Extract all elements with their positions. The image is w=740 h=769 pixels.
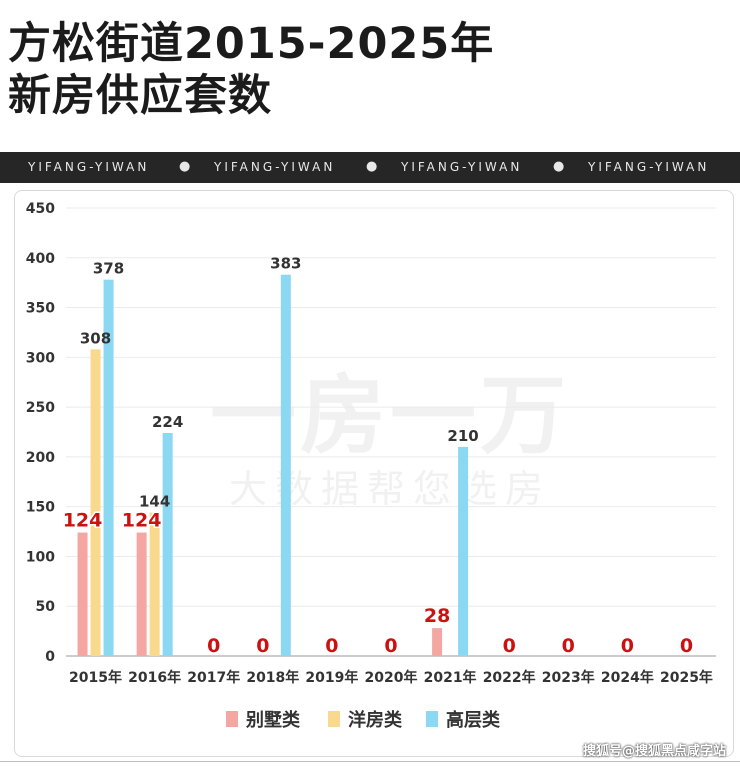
brand-banner: YIFANG-YIWAN ● YIFANG-YIWAN ● YIFANG-YIW…	[0, 152, 740, 183]
y-tick-label: 400	[26, 251, 55, 267]
data-label: 378	[93, 260, 124, 278]
source-credit: 搜狐号@搜狐黑点咸字站	[582, 744, 726, 759]
data-label: 0	[256, 635, 269, 657]
data-label: 124	[122, 510, 162, 532]
x-tick-label: 2018年	[246, 669, 299, 686]
bar-高层类	[280, 274, 291, 656]
watermark-main: 一房一万	[210, 366, 570, 466]
banner-text: YIFANG-YIWAN	[214, 160, 336, 174]
legend-swatch	[226, 711, 238, 727]
x-tick-label: 2015年	[69, 669, 122, 686]
banner-text: YIFANG-YIWAN	[401, 160, 523, 174]
x-tick-label: 2019年	[305, 669, 358, 686]
watermark-sub: 大数据帮您选房	[229, 467, 551, 511]
data-label: 0	[325, 635, 338, 657]
y-tick-label: 300	[26, 350, 55, 366]
y-tick-label: 50	[36, 599, 56, 615]
bar-洋房类	[90, 349, 101, 656]
y-tick-label: 250	[26, 400, 55, 416]
data-label: 210	[447, 427, 478, 445]
legend-swatch	[426, 711, 438, 727]
banner-dot: ●	[366, 159, 378, 174]
page-title: 方松街道2015-2025年 新房供应套数	[8, 18, 494, 122]
bar-洋房类	[149, 512, 160, 656]
legend-label: 洋房类	[348, 709, 403, 731]
legend-label: 高层类	[446, 709, 501, 731]
x-tick-label: 2016年	[128, 669, 181, 686]
data-label: 0	[384, 635, 397, 657]
y-tick-label: 350	[26, 301, 55, 317]
legend-label: 别墅类	[245, 709, 301, 731]
bar-别墅类	[77, 532, 88, 656]
data-label: 0	[680, 635, 693, 657]
bar-别墅类	[432, 628, 443, 656]
data-label: 308	[80, 329, 111, 347]
data-label: 0	[621, 635, 634, 657]
banner-text: YIFANG-YIWAN	[28, 160, 150, 174]
banner-dot: ●	[179, 159, 191, 174]
legend-swatch	[328, 711, 340, 727]
footer-divider	[0, 761, 740, 762]
data-label: 0	[503, 635, 516, 657]
title-line-2: 新房供应套数	[8, 71, 272, 121]
data-label: 224	[152, 413, 183, 431]
y-tick-label: 0	[45, 649, 55, 665]
y-tick-label: 100	[26, 549, 55, 565]
data-label: 144	[139, 493, 170, 511]
data-label: 0	[207, 635, 220, 657]
x-tick-label: 2022年	[483, 669, 536, 686]
x-tick-label: 2024年	[601, 669, 654, 686]
bar-高层类	[162, 432, 173, 656]
data-label: 28	[424, 605, 450, 627]
x-tick-label: 2020年	[365, 669, 418, 686]
banner-dot: ●	[553, 159, 565, 174]
bar-别墅类	[136, 532, 147, 656]
bar-高层类	[103, 279, 114, 656]
title-line-1: 方松街道2015-2025年	[8, 19, 495, 69]
data-label: 383	[270, 255, 301, 273]
banner-text: YIFANG-YIWAN	[588, 160, 710, 174]
data-label: 124	[63, 510, 103, 532]
x-tick-label: 2017年	[187, 669, 240, 686]
y-tick-label: 150	[26, 500, 55, 516]
chart-frame	[14, 190, 734, 757]
y-tick-label: 200	[26, 450, 55, 466]
bar-高层类	[458, 446, 469, 656]
y-tick-label: 450	[26, 201, 55, 217]
x-tick-label: 2025年	[660, 669, 713, 686]
x-tick-label: 2021年	[424, 669, 477, 686]
x-tick-label: 2023年	[542, 669, 595, 686]
data-label: 0	[562, 635, 575, 657]
